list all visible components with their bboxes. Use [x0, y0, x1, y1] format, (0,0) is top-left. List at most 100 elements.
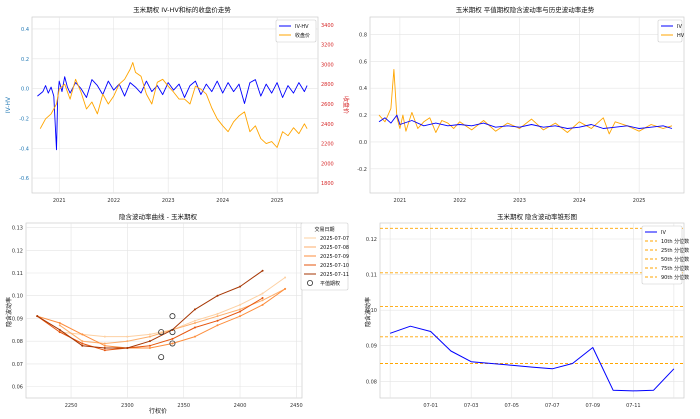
- data-point: [103, 335, 106, 338]
- data-point: [148, 344, 151, 347]
- data-point: [81, 333, 84, 336]
- x-tick-label: 2400: [234, 403, 247, 409]
- legend-marker: [306, 279, 313, 286]
- y-tick-label: 0.12: [366, 237, 377, 243]
- atm-marker: [169, 329, 176, 336]
- legend-label: HV: [677, 33, 685, 39]
- x-tick-label: 07-09: [586, 403, 601, 409]
- x-tick-label: 2023: [513, 198, 526, 204]
- iv-hv-price-chart: 玉米期权 IV-HV和标的收盘价走势 IV-HV 收盘价 2021 2022 202…: [5, 5, 350, 204]
- y-tick-label: 0.2: [359, 113, 367, 119]
- y-tick-label: 0.08: [12, 339, 23, 345]
- data-point: [148, 333, 151, 336]
- data-point: [171, 337, 174, 340]
- y2-tick-label: 3000: [321, 62, 334, 68]
- data-point: [193, 322, 196, 324]
- x-tick-label: 2450: [290, 403, 303, 409]
- y2-tick-label: 3400: [321, 23, 334, 29]
- data-point: [261, 297, 264, 299]
- data-point: [261, 292, 264, 295]
- y2-tick-label: 2800: [321, 82, 334, 88]
- data-point: [103, 347, 106, 349]
- series-line: [378, 68, 673, 135]
- x-tick-label: 2300: [121, 403, 134, 409]
- x-tick-label: 07-01: [423, 403, 438, 409]
- y-axis-label: IV-HV: [5, 96, 12, 113]
- data-point: [81, 340, 84, 343]
- data-point: [216, 315, 219, 318]
- data-point: [126, 347, 129, 349]
- y-axis-label: 隐含波动率: [5, 297, 13, 327]
- y-tick-label: 0.4: [359, 86, 367, 92]
- data-point: [261, 269, 264, 272]
- atm-marker: [169, 313, 176, 320]
- data-point: [239, 308, 242, 311]
- y-tick-label: 0.11: [12, 271, 23, 277]
- legend-label: 50th 分位数: [661, 256, 689, 263]
- data-point: [58, 322, 61, 324]
- series-line: [378, 114, 673, 129]
- data-point: [216, 294, 219, 297]
- series-line: [37, 288, 286, 349]
- data-point: [284, 276, 287, 279]
- data-point: [193, 319, 196, 322]
- y-tick-label: -0.2: [357, 167, 367, 173]
- series-line: [39, 62, 308, 148]
- iv-hv-trend-chart: 玉米期权 平值期权隐含波动率与历史波动率走势 2021 2022 2023 2024 2…: [357, 5, 685, 204]
- y-axis-label: 隐含波动率: [364, 297, 372, 327]
- y-tick-label: 0.0: [359, 140, 367, 146]
- x-tick-label: 2023: [162, 198, 175, 204]
- x-tick-label: 2350: [177, 403, 190, 409]
- legend-label: 2025-07-11: [320, 272, 349, 278]
- data-point: [193, 335, 196, 338]
- data-point: [284, 287, 287, 290]
- legend-label: IV: [677, 24, 682, 30]
- data-point: [103, 349, 106, 352]
- data-point: [171, 342, 174, 345]
- atm-marker: [158, 329, 165, 336]
- x-tick-label: 07-03: [464, 403, 479, 409]
- data-point: [58, 331, 61, 334]
- x-tick-label: 07-07: [545, 403, 560, 409]
- data-point: [239, 315, 242, 318]
- y-tick-label: -0.6: [19, 176, 29, 182]
- data-point: [216, 324, 219, 327]
- y-tick-label: 0.12: [12, 248, 23, 254]
- legend-title: 交易日期: [314, 226, 334, 233]
- data-point: [239, 285, 242, 288]
- y-tick-label: 0.08: [366, 379, 377, 385]
- x-tick-label: 2021: [53, 198, 66, 204]
- y-tick-label: 0.09: [366, 344, 377, 350]
- data-point: [193, 308, 196, 311]
- y-tick-label: -0.4: [19, 146, 29, 152]
- chart-title: 玉米期权 隐含波动率锥形图: [497, 212, 577, 221]
- data-point: [81, 342, 84, 345]
- y2-tick-label: 3200: [321, 43, 334, 49]
- data-point: [148, 335, 151, 338]
- atm-marker: [169, 340, 176, 347]
- y2-axis-label: 收盘价: [342, 96, 350, 114]
- plot-area: [25, 222, 303, 399]
- y2-tick-label: 2400: [321, 122, 334, 128]
- data-point: [81, 344, 84, 347]
- y-tick-label: 0.09: [12, 316, 23, 322]
- plot-area: [379, 222, 685, 399]
- data-point: [126, 340, 129, 343]
- series-line: [389, 325, 675, 392]
- data-point: [261, 303, 264, 306]
- data-point: [58, 324, 61, 327]
- y2-tick-label: 2600: [321, 102, 334, 108]
- volatility-smile-chart: 隐含波动率曲线 - 玉米期权 行权价 隐含波动率 2250 2300 2350 240…: [5, 212, 349, 415]
- legend-label: 2025-07-09: [320, 254, 349, 260]
- plot-area: [369, 16, 685, 194]
- atm-marker: [158, 354, 165, 361]
- chart-title: 玉米期权 平值期权隐含波动率与历史波动率走势: [456, 5, 595, 14]
- data-point: [103, 344, 106, 347]
- y-tick-label: 0.8: [359, 32, 367, 38]
- plot-area: [31, 16, 319, 194]
- data-point: [103, 342, 106, 345]
- legend-label: 2025-07-10: [320, 263, 349, 269]
- data-point: [148, 347, 151, 349]
- y-tick-label: 0.6: [359, 59, 367, 65]
